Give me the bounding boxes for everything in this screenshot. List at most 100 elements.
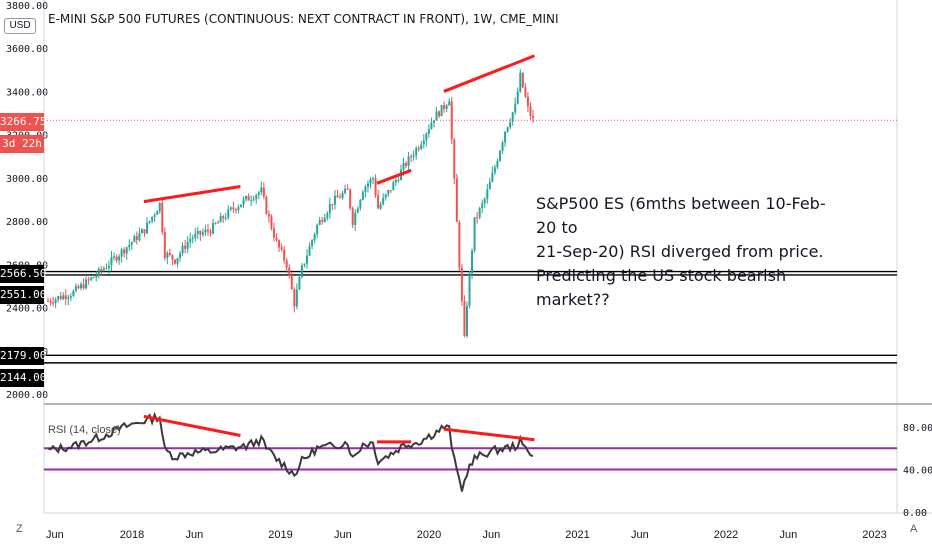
candle-body <box>481 203 484 209</box>
time-tick-label: Jun <box>482 529 500 541</box>
currency-button[interactable]: USD <box>4 18 36 34</box>
candle-body <box>95 275 98 278</box>
rsi-trendline <box>443 427 535 442</box>
candle-body <box>471 250 474 274</box>
candle-body <box>283 249 286 261</box>
candle-body <box>425 133 428 141</box>
candle-body <box>138 233 141 241</box>
candle-body <box>59 296 62 300</box>
candle-body <box>443 104 446 109</box>
candle-body <box>521 72 524 88</box>
candle-body <box>87 279 90 281</box>
candle-body <box>285 260 288 268</box>
rsi-tick-label: 80.00 <box>903 423 932 434</box>
candle-body <box>349 189 352 209</box>
rsi-indicator-label[interactable]: RSI (14, close) <box>48 424 121 436</box>
price-axis[interactable]: 2000.002200.002400.002600.002800.003000.… <box>6 1 48 401</box>
candle-body <box>257 192 260 196</box>
candle-body <box>328 204 331 214</box>
time-tick-label: 2022 <box>714 529 738 541</box>
candle-body <box>372 178 375 180</box>
candle-body <box>377 195 380 209</box>
candle-body <box>430 122 433 129</box>
time-tick-label: Jun <box>779 529 797 541</box>
zoom-reset-button[interactable]: Z <box>16 523 23 535</box>
candle-body <box>227 209 230 218</box>
candle-body <box>181 245 184 254</box>
level-badge-1: 2566.50 <box>0 265 46 283</box>
candle-body <box>402 163 405 170</box>
candle-body <box>135 236 138 241</box>
time-tick-label: 2018 <box>120 529 144 541</box>
candle-body <box>120 249 123 257</box>
rsi-series <box>47 411 534 492</box>
candle-body <box>488 181 491 190</box>
candle-body <box>262 187 265 197</box>
candle-body <box>125 247 128 254</box>
price-trendlines[interactable] <box>143 54 535 204</box>
candle-body <box>524 87 527 97</box>
price-tick-label: 2800.00 <box>6 217 48 228</box>
rsi-axis[interactable]: 0.00 40.00 80.00 <box>903 423 932 519</box>
time-tick-label: 2023 <box>862 529 886 541</box>
time-axis[interactable]: Jun 2018 Jun 2019 Jun 2020 Jun 2021 Jun 2022 Jun 20… <box>46 529 887 541</box>
candle-body <box>201 232 204 235</box>
candle-body <box>415 148 418 156</box>
candle-body <box>366 183 369 187</box>
candle-body <box>204 229 207 233</box>
horizontal-levels <box>44 119 897 364</box>
candle-body <box>476 217 479 219</box>
price-tick-label: 3800.00 <box>6 1 48 12</box>
chart-annotation[interactable]: S&P500 ES (6mths between 10-Feb-20 to 21… <box>536 194 826 309</box>
candle-body <box>77 286 80 289</box>
candlestick-series <box>47 69 534 338</box>
rsi-pane[interactable] <box>44 408 897 513</box>
candle-body <box>74 286 77 291</box>
candle-body <box>486 189 489 199</box>
candle-body <box>148 221 151 223</box>
candle-body <box>384 194 387 198</box>
candle-body <box>212 223 215 234</box>
candle-body <box>504 131 507 143</box>
time-tick-label: Jun <box>185 529 203 541</box>
candle-body <box>123 249 126 254</box>
candle-body <box>128 244 131 248</box>
candle-body <box>293 289 296 307</box>
candle-body <box>519 72 522 92</box>
candle-body <box>229 207 232 210</box>
candle-body <box>100 269 103 271</box>
candle-body <box>412 155 415 158</box>
candle-body <box>382 197 385 205</box>
candle-body <box>49 301 52 303</box>
candle-body <box>298 277 301 290</box>
candle-body <box>245 196 248 200</box>
candle-body <box>313 234 316 241</box>
candle-body <box>206 229 209 232</box>
candle-body <box>407 156 410 166</box>
rsi-line <box>47 411 534 492</box>
candle-body <box>115 256 118 261</box>
rsi-trendlines[interactable] <box>143 414 535 444</box>
candle-body <box>341 193 344 198</box>
candle-body <box>440 104 443 117</box>
candle-body <box>151 216 154 222</box>
candle-body <box>336 195 339 198</box>
rsi-trendline <box>143 414 241 437</box>
candle-body <box>453 139 456 179</box>
candle-body <box>156 211 159 215</box>
candle-body <box>369 179 372 184</box>
time-tick-label: Jun <box>631 529 649 541</box>
candle-body <box>361 192 364 200</box>
candle-body <box>85 279 88 289</box>
candle-body <box>468 273 471 307</box>
candle-body <box>397 179 400 181</box>
price-pane[interactable] <box>44 2 897 402</box>
level-badge-2: 2551.00 <box>0 286 46 304</box>
candle-body <box>463 300 466 336</box>
auto-scale-button[interactable]: A <box>910 523 918 535</box>
price-trendline <box>376 168 412 185</box>
candle-body <box>306 255 309 264</box>
candle-body <box>438 111 441 117</box>
candle-body <box>321 220 324 222</box>
